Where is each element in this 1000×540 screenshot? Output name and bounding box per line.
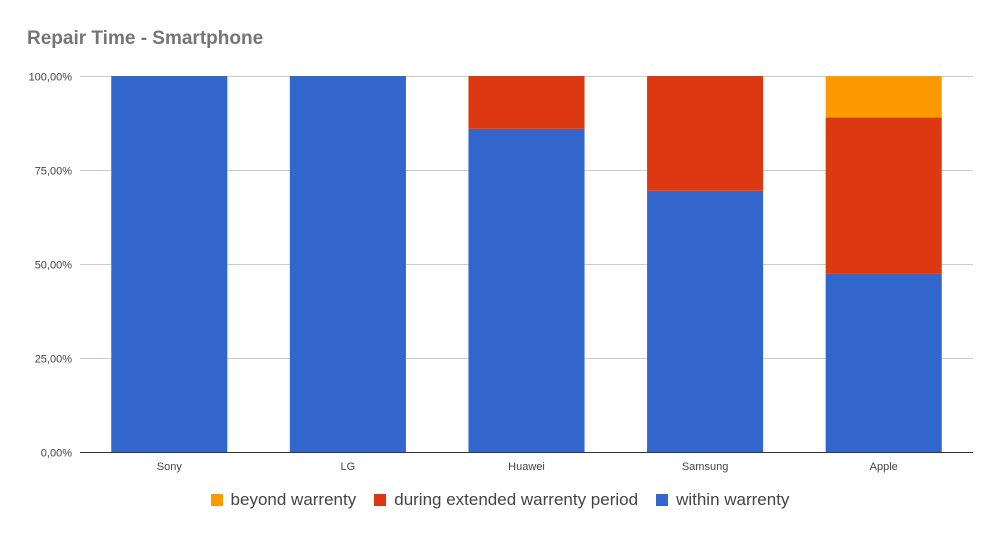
bar-apple-within-warrenty	[825, 273, 942, 452]
y-tick-label: 50,00%	[35, 260, 73, 272]
x-tick-label: Apple	[870, 461, 898, 473]
legend-item: within warrenty	[656, 490, 789, 510]
y-axis-ticks: 0,00% 25,00% 50,00% 75,00% 100,00%	[29, 72, 73, 460]
bar-samsung-within-warrenty	[647, 190, 764, 452]
bar-huawei-within-warrenty	[468, 128, 585, 452]
x-axis-ticks: Sony LG Huawei Samsung Apple	[157, 461, 898, 473]
bar-huawei-during-extended-warrenty-period	[468, 76, 585, 129]
bar-samsung-during-extended-warrenty-period	[647, 76, 764, 191]
legend: beyond warrenty during extended warrenty …	[0, 490, 1000, 510]
x-tick-label: Samsung	[682, 461, 728, 473]
y-tick-label: 0,00%	[41, 448, 72, 460]
y-tick-label: 75,00%	[35, 166, 73, 178]
x-tick-label: LG	[341, 461, 356, 473]
bar-sony-within-warrenty	[111, 76, 228, 452]
legend-item: beyond warrenty	[210, 490, 357, 510]
legend-label: within warrenty	[676, 490, 790, 509]
bar-apple-beyond-warrenty	[825, 76, 942, 118]
x-tick-label: Huawei	[508, 461, 545, 473]
legend-label: beyond warrenty	[230, 490, 357, 509]
legend-label: during extended warrenty period	[394, 490, 639, 509]
x-tick-label: Sony	[157, 461, 183, 473]
y-tick-label: 100,00%	[29, 72, 73, 84]
legend-swatch	[210, 494, 223, 506]
bars	[111, 76, 942, 452]
legend-item: during extended warrenty period	[374, 490, 638, 510]
legend-swatch	[374, 494, 387, 506]
legend-swatch	[656, 494, 669, 506]
bar-lg-within-warrenty	[289, 76, 406, 452]
y-tick-label: 25,00%	[35, 354, 73, 366]
chart-title: Repair Time - Smartphone	[27, 28, 264, 49]
bar-apple-during-extended-warrenty-period	[825, 117, 942, 274]
